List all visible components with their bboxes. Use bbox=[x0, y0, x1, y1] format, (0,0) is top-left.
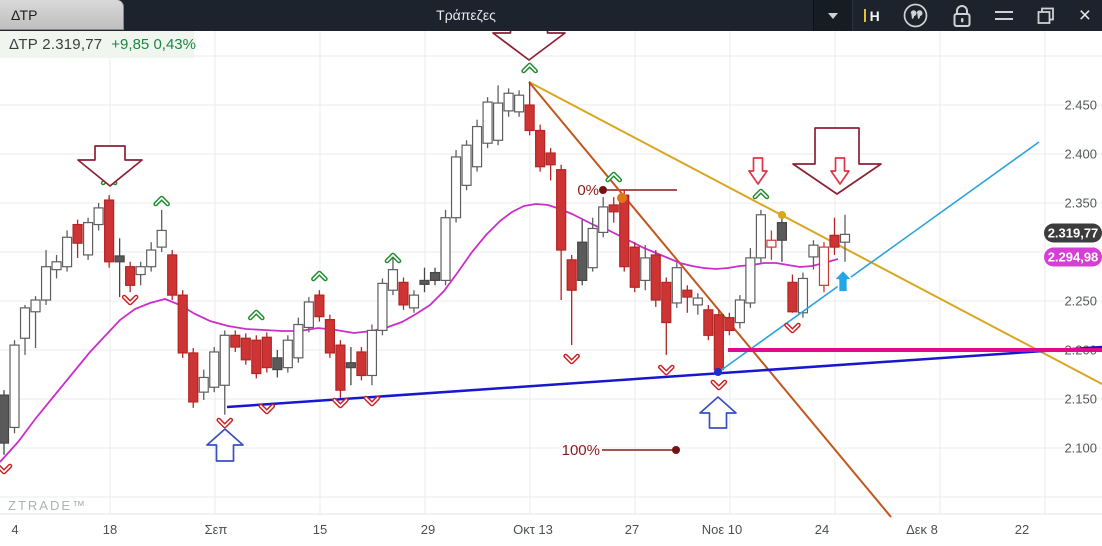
lock-button[interactable] bbox=[940, 0, 984, 31]
titlebar: ΔΤΡ Τράπεζες H bbox=[0, 0, 1102, 31]
x-axis-labels: 4 18 Σεπ 15 29 Οκτ 13 27 Νοε 10 24 Δεκ 8 22 bbox=[11, 522, 1029, 537]
svg-text:15: 15 bbox=[313, 522, 327, 537]
trendlines-back bbox=[528, 81, 1102, 518]
symbol-tab[interactable]: ΔΤΡ bbox=[0, 0, 124, 30]
svg-text:100%: 100% bbox=[562, 442, 600, 459]
restore-button[interactable] bbox=[1024, 0, 1068, 31]
trendline-resistance-gold bbox=[528, 81, 1102, 385]
lock-icon bbox=[953, 4, 971, 27]
svg-text:2.450: 2.450 bbox=[1064, 98, 1097, 113]
svg-text:Νοε 10: Νοε 10 bbox=[702, 522, 743, 537]
up-arrow-icon bbox=[832, 269, 854, 293]
ticker-change: +9,85 0,43% bbox=[111, 36, 196, 53]
svg-text:2.150: 2.150 bbox=[1064, 392, 1097, 407]
svg-text:2.250: 2.250 bbox=[1064, 294, 1097, 309]
interval-button[interactable]: H bbox=[853, 0, 891, 31]
titlebar-controls: H × bbox=[812, 0, 1102, 31]
trendline-channel-cyan bbox=[719, 141, 1040, 372]
svg-text:18: 18 bbox=[103, 522, 117, 537]
up-arrow-icon bbox=[206, 428, 244, 462]
svg-text:0%: 0% bbox=[577, 182, 599, 199]
close-icon: × bbox=[1078, 4, 1091, 27]
svg-text:4: 4 bbox=[11, 522, 18, 537]
moving-average-line bbox=[0, 203, 839, 463]
svg-text:Οκτ 13: Οκτ 13 bbox=[513, 522, 553, 537]
price-badge: 2.319,77 bbox=[1048, 226, 1099, 241]
down-arrow-icon bbox=[77, 145, 143, 187]
svg-text:2.400: 2.400 bbox=[1064, 147, 1097, 162]
chevron-down-icon bbox=[827, 12, 838, 19]
svg-text:27: 27 bbox=[625, 522, 639, 537]
menu-button[interactable] bbox=[984, 0, 1024, 31]
candlestick-series bbox=[0, 81, 851, 455]
grid bbox=[0, 31, 1102, 515]
trendline-resistance-brown bbox=[528, 81, 892, 518]
down-arrow-icon bbox=[748, 157, 768, 185]
quote-icon bbox=[903, 3, 928, 28]
price-badges: 2.319,77 2.294,98 bbox=[1044, 223, 1102, 267]
svg-text:22: 22 bbox=[1015, 522, 1029, 537]
ticker-overlay: ΔΤΡ 2.319,77 +9,85 0,43% bbox=[0, 31, 196, 58]
svg-text:Δεκ 8: Δεκ 8 bbox=[906, 522, 938, 537]
interval-indicator bbox=[863, 9, 866, 22]
trendlines-front bbox=[226, 141, 1102, 409]
ticker-symbol-price: ΔΤΡ 2.319,77 bbox=[9, 36, 103, 53]
svg-text:2.350: 2.350 bbox=[1064, 196, 1097, 211]
interval-label: H bbox=[869, 7, 880, 24]
window-title: Τράπεζες bbox=[436, 7, 496, 23]
dropdown-button[interactable] bbox=[812, 0, 853, 31]
quotes-button[interactable] bbox=[891, 0, 940, 31]
restore-window-icon bbox=[1037, 7, 1054, 24]
symbol-tab-label: ΔΤΡ bbox=[11, 6, 38, 23]
trendline-support-blue bbox=[226, 345, 1102, 409]
svg-text:24: 24 bbox=[815, 522, 829, 537]
price-badge: 2.294,98 bbox=[1048, 250, 1099, 265]
svg-text:29: 29 bbox=[421, 522, 435, 537]
svg-text:Σεπ: Σεπ bbox=[205, 522, 228, 537]
fibonacci-levels: 0% 100% bbox=[562, 182, 677, 459]
menu-icon bbox=[994, 11, 1013, 20]
watermark: ZTRADE™ bbox=[8, 498, 87, 513]
anchor-dots bbox=[599, 186, 786, 454]
close-button[interactable]: × bbox=[1068, 0, 1102, 31]
down-arrow-icon bbox=[830, 157, 850, 185]
up-arrow-icon bbox=[699, 396, 737, 429]
svg-text:2.100: 2.100 bbox=[1064, 441, 1097, 456]
